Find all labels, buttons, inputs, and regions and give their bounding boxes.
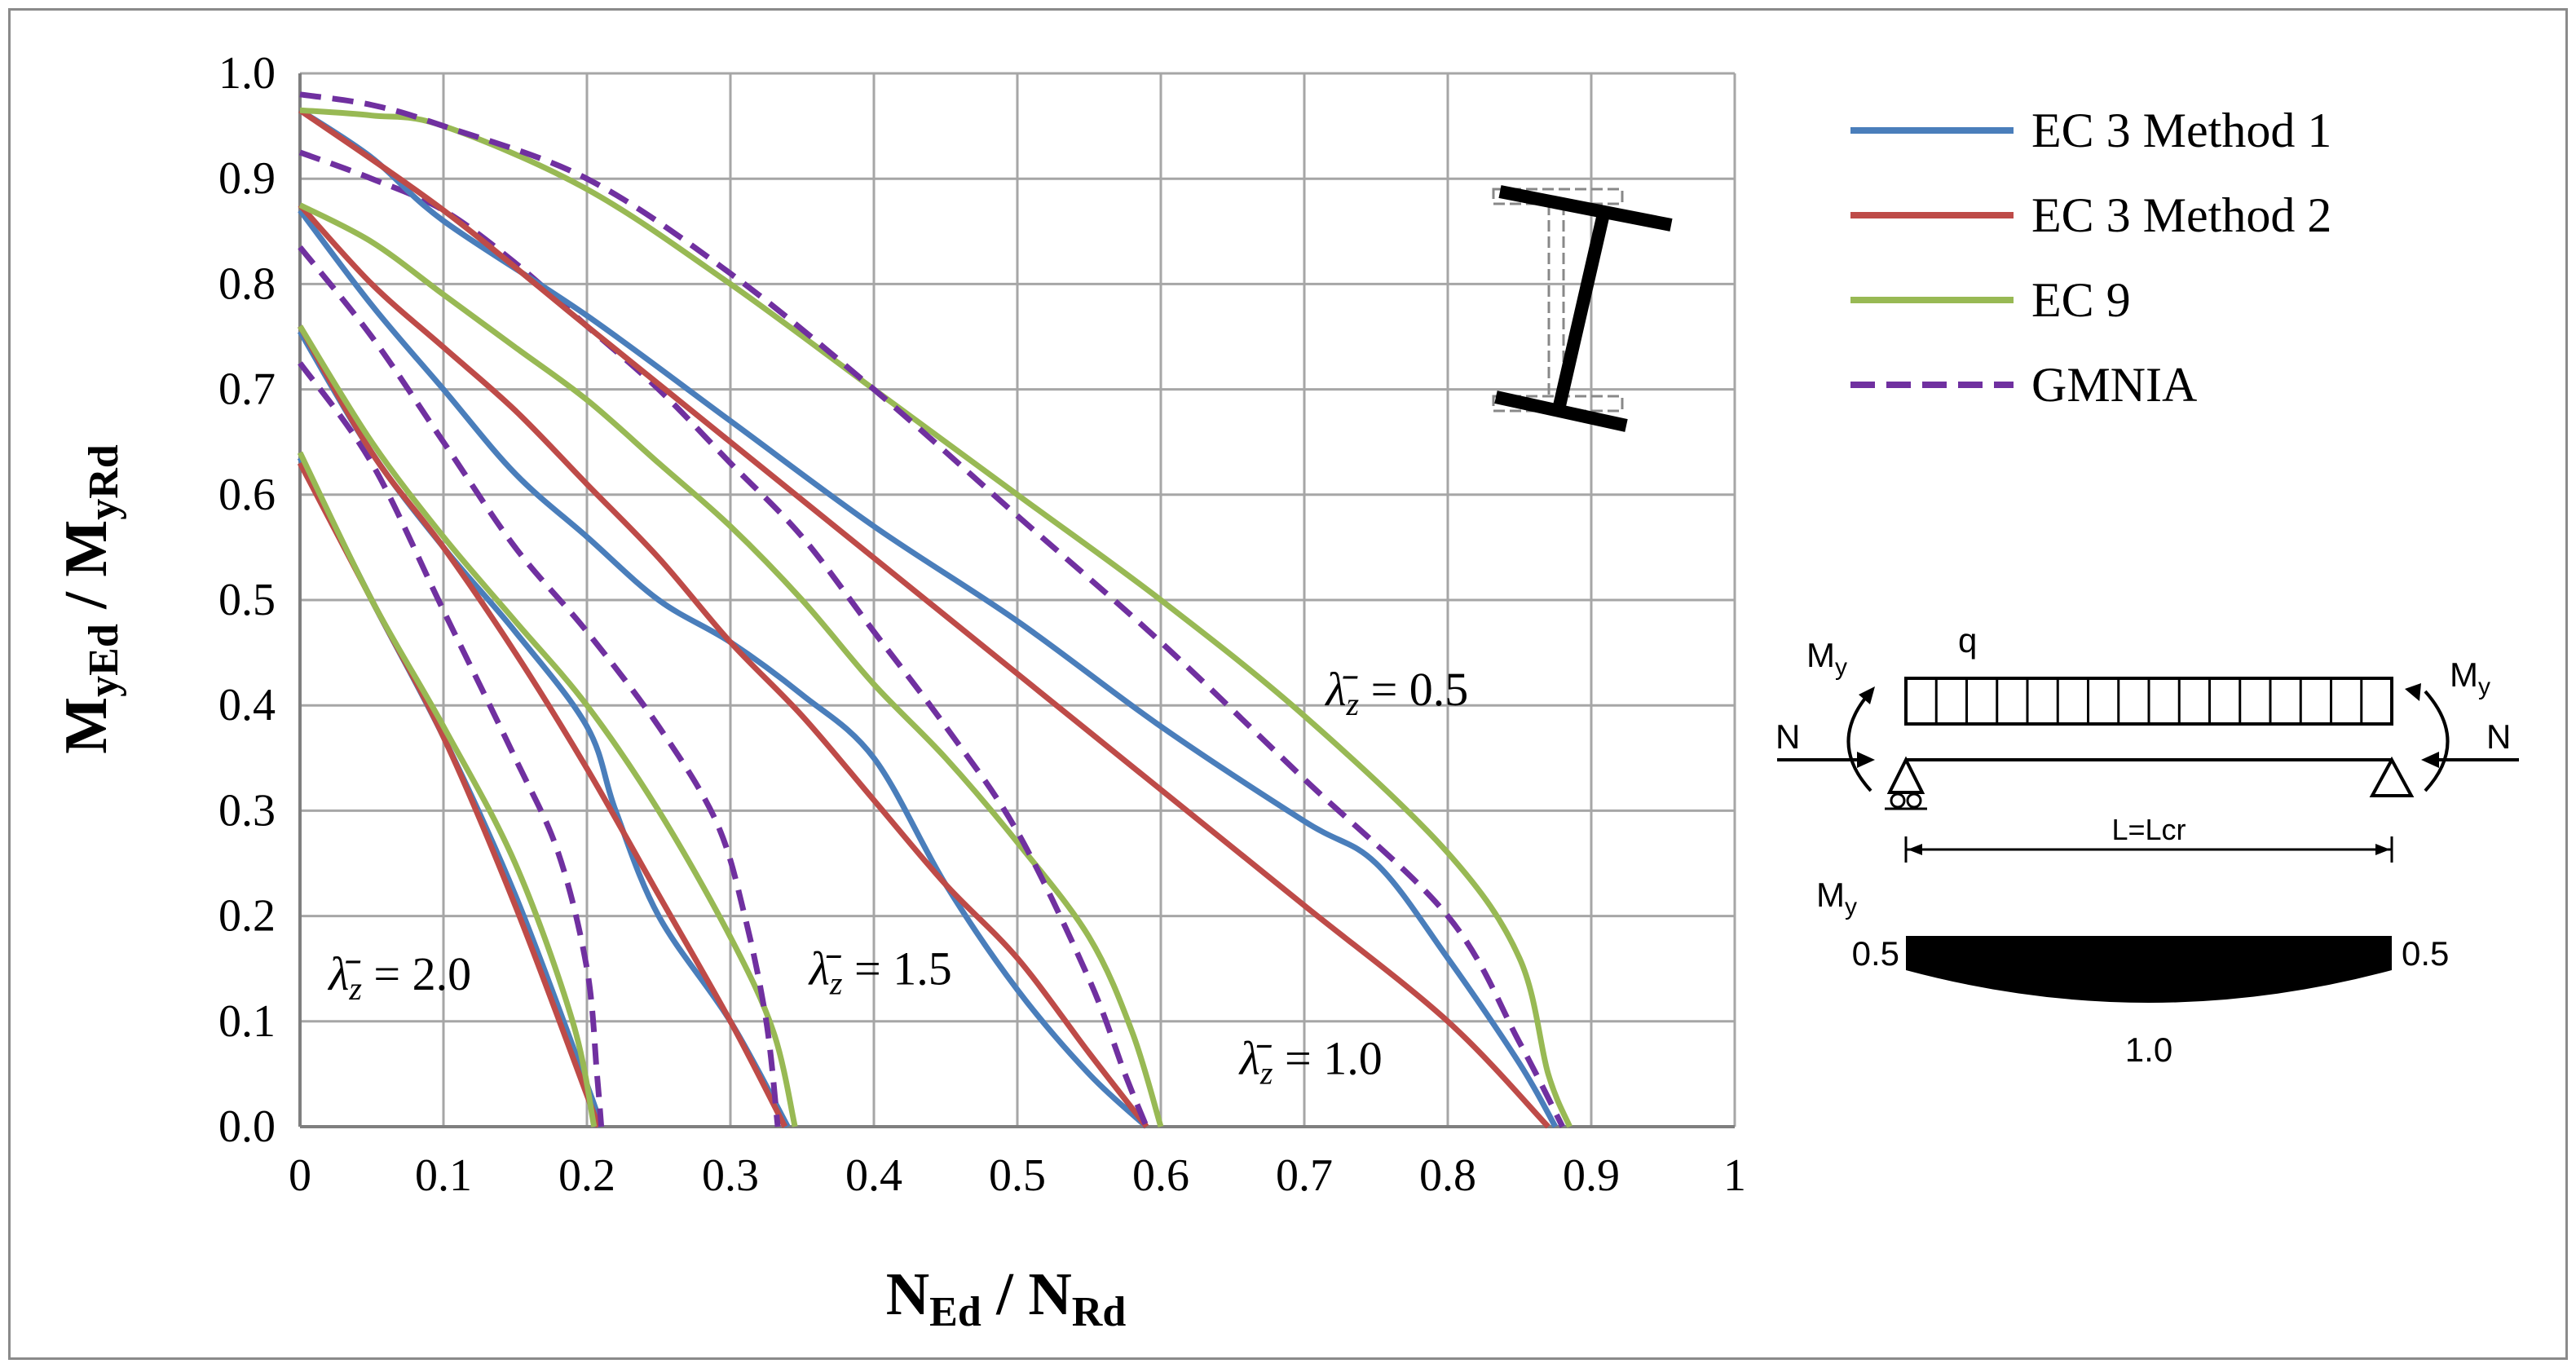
figure-frame bbox=[8, 8, 2568, 1360]
x-tick-label: 0.9 bbox=[1563, 1150, 1620, 1201]
series-line-ec-3-method-2-lambda-1-0 bbox=[298, 203, 1149, 1129]
axial-label-left: N bbox=[1775, 717, 1800, 756]
y-tick-label: 0.1 bbox=[218, 996, 276, 1047]
x-tick-label: 0.6 bbox=[1132, 1150, 1189, 1201]
moment-end-value-left: 0.5 bbox=[1852, 934, 1899, 973]
y-tick-label: 0.8 bbox=[218, 258, 276, 309]
series-line-ec-3-method-1-lambda-0-5 bbox=[298, 108, 1559, 1128]
moment-right-arrow bbox=[2405, 683, 2450, 792]
legend-label: GMNIA bbox=[2031, 358, 2197, 412]
span-label: L=Lcr bbox=[2111, 813, 2186, 846]
series-line-ec-3-method-2-lambda-0-5 bbox=[298, 108, 1550, 1129]
i-section-icon bbox=[1492, 185, 1673, 432]
y-tick-label: 0.0 bbox=[218, 1101, 276, 1152]
x-tick-label: 1 bbox=[1723, 1150, 1746, 1201]
x-tick-label: 0.8 bbox=[1419, 1150, 1476, 1201]
chart-legend: EC 3 Method 1 EC 3 Method 2 EC 9 GMNIA bbox=[1850, 104, 2331, 412]
y-axis-title: MyEd / MyRd bbox=[53, 444, 127, 753]
chart-grid bbox=[298, 72, 1736, 1128]
series-line-ec-9-lambda-0-5 bbox=[299, 107, 1573, 1128]
x-tick-labels: 0 0.1 0.2 0.3 0.4 0.5 0.6 0.7 0.8 0.9 1 bbox=[289, 1150, 1746, 1201]
y-tick-label: 0.3 bbox=[218, 785, 276, 836]
series-line-ec-9-lambda-1-5 bbox=[298, 324, 798, 1127]
x-tick-label: 0.2 bbox=[558, 1150, 615, 1201]
x-tick-label: 0.3 bbox=[702, 1150, 759, 1201]
right-support-icon bbox=[2369, 756, 2415, 797]
legend-label: EC 3 Method 1 bbox=[2031, 104, 2331, 157]
chart-series bbox=[297, 91, 1573, 1129]
left-support-icon bbox=[1885, 756, 1927, 810]
slenderness-annotations: λ̄z = 2.0 λ̄z = 1.5 λ̄z = 1.0 λ̄z = 0.5 bbox=[327, 663, 1468, 1091]
series-line-ec-3-method-2-lambda-1-5 bbox=[297, 324, 787, 1128]
series-line-ec-3-method-2-lambda-2-0 bbox=[297, 461, 602, 1128]
series-line-ec-9-lambda-2-0 bbox=[297, 451, 598, 1127]
span-dimension-line bbox=[1904, 836, 2393, 863]
series-line-gmnia-lambda-1-0 bbox=[298, 149, 1149, 1128]
y-tick-label: 0.9 bbox=[218, 153, 276, 204]
series-line-gmnia-lambda-1-5 bbox=[298, 245, 781, 1127]
legend-label: EC 9 bbox=[2031, 273, 2131, 327]
slenderness-label: λ̄z = 1.0 bbox=[1238, 1031, 1383, 1091]
y-tick-labels: 0.0 0.1 0.2 0.3 0.4 0.5 0.6 0.7 0.8 0.9 1.0 bbox=[218, 48, 276, 1152]
series-line-gmnia-lambda-0-5 bbox=[299, 91, 1565, 1128]
y-tick-label: 0.7 bbox=[218, 364, 276, 415]
beam-load-diagram: q N N My My bbox=[1775, 621, 2519, 1069]
x-tick-label: 0.5 bbox=[989, 1150, 1046, 1201]
x-axis-title: NEd / NRd bbox=[886, 1261, 1127, 1335]
distributed-load-cells bbox=[1934, 678, 2363, 724]
y-tick-label: 1.0 bbox=[218, 48, 276, 99]
y-tick-label: 0.4 bbox=[218, 680, 276, 730]
series-line-gmnia-lambda-2-0 bbox=[298, 361, 605, 1127]
x-tick-label: 0.7 bbox=[1276, 1150, 1333, 1201]
load-label: q bbox=[1958, 621, 1977, 660]
moment-diagram-shape bbox=[1906, 936, 2392, 1003]
moment-diagram-label: My bbox=[1816, 876, 1857, 920]
y-tick-label: 0.5 bbox=[218, 575, 276, 625]
legend-label: EC 3 Method 2 bbox=[2031, 188, 2331, 242]
moment-label-right: My bbox=[2450, 655, 2490, 700]
x-tick-label: 0.1 bbox=[415, 1150, 472, 1201]
moment-mid-value: 1.0 bbox=[2125, 1030, 2172, 1069]
moment-label-left: My bbox=[1806, 636, 1847, 681]
slenderness-label: λ̄z = 0.5 bbox=[1324, 663, 1468, 722]
moment-end-value-right: 0.5 bbox=[2402, 934, 2449, 973]
axial-label-right: N bbox=[2486, 717, 2511, 756]
series-line-ec-9-lambda-1-0 bbox=[298, 202, 1164, 1128]
slenderness-label: λ̄z = 1.5 bbox=[808, 942, 952, 1002]
x-tick-label: 0 bbox=[289, 1150, 311, 1201]
moment-left-arrow bbox=[1846, 686, 1875, 792]
x-tick-label: 0.4 bbox=[845, 1150, 902, 1201]
y-tick-label: 0.6 bbox=[218, 470, 276, 520]
slenderness-label: λ̄z = 2.0 bbox=[327, 947, 471, 1007]
y-tick-label: 0.2 bbox=[218, 891, 276, 942]
